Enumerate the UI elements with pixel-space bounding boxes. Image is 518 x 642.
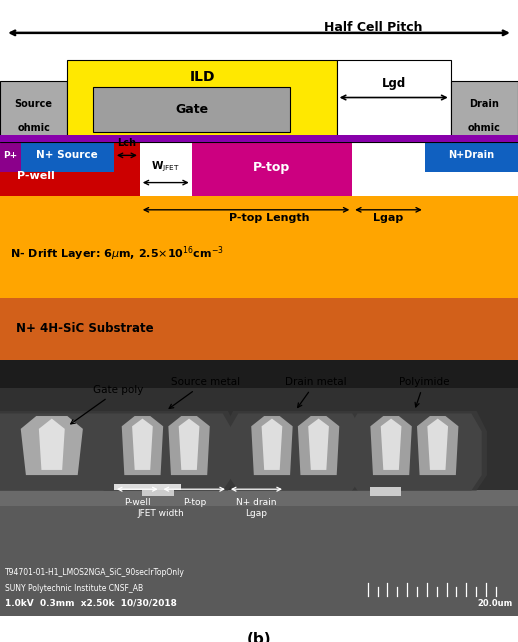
Polygon shape: [21, 416, 83, 475]
Text: P-top Length: P-top Length: [229, 213, 310, 223]
Bar: [0, 80, 67, 142]
Bar: [0, 196, 518, 299]
Text: P-top: P-top: [253, 160, 291, 174]
Polygon shape: [251, 416, 293, 475]
Polygon shape: [0, 413, 119, 490]
Polygon shape: [93, 411, 238, 490]
Text: Polyimide: Polyimide: [399, 377, 449, 407]
Bar: [21, 138, 114, 172]
Polygon shape: [132, 419, 153, 470]
Text: Drain: Drain: [469, 100, 499, 109]
Text: T94701-01-H1_LMOS2NGA_SiC_90secIrTopOnly: T94701-01-H1_LMOS2NGA_SiC_90secIrTopOnly: [5, 568, 185, 577]
Bar: [114, 484, 181, 490]
Text: Half Cell Pitch: Half Cell Pitch: [324, 21, 422, 34]
Text: ohmic: ohmic: [17, 123, 50, 133]
Bar: [0, 490, 518, 506]
Text: ILD: ILD: [189, 70, 215, 84]
Polygon shape: [98, 413, 233, 490]
Bar: [0, 135, 518, 142]
Text: N+ drain: N+ drain: [236, 498, 277, 507]
Text: P+: P+: [3, 151, 18, 160]
Polygon shape: [168, 416, 210, 475]
Bar: [67, 60, 337, 142]
Polygon shape: [298, 416, 339, 475]
Polygon shape: [179, 419, 199, 470]
Bar: [0, 139, 140, 196]
Polygon shape: [223, 411, 368, 490]
Text: Drain metal: Drain metal: [285, 377, 347, 408]
Text: N- Drift Layer: 6$\mu$m, 2.5$\times$10$^{16}$cm$^{-3}$: N- Drift Layer: 6$\mu$m, 2.5$\times$10$^…: [10, 245, 224, 263]
Text: (b): (b): [247, 632, 271, 642]
Text: W$_{\mathsf{JFET}}$: W$_{\mathsf{JFET}}$: [151, 160, 180, 175]
Polygon shape: [370, 416, 412, 475]
Bar: [337, 135, 451, 142]
Bar: [425, 138, 518, 172]
Text: JFET width: JFET width: [137, 509, 184, 518]
Polygon shape: [0, 411, 124, 490]
Polygon shape: [39, 419, 65, 470]
Text: Source metal: Source metal: [169, 377, 240, 408]
Text: Lgd: Lgd: [382, 78, 406, 91]
Polygon shape: [262, 419, 282, 470]
Bar: [370, 487, 401, 496]
Polygon shape: [381, 419, 401, 470]
Bar: [0, 360, 518, 490]
Polygon shape: [308, 419, 329, 470]
Bar: [142, 487, 174, 496]
Bar: [0, 299, 518, 360]
Text: Lch: Lch: [118, 139, 136, 148]
Text: Lgap: Lgap: [373, 213, 404, 223]
Text: P-well: P-well: [18, 171, 55, 181]
Bar: [0, 501, 518, 616]
Bar: [0, 135, 518, 142]
Text: SUNY Polytechnic Institute CNSF_AB: SUNY Polytechnic Institute CNSF_AB: [5, 584, 143, 593]
Text: 1.0kV  0.3mm  x2.50k  10/30/2018: 1.0kV 0.3mm x2.50k 10/30/2018: [5, 599, 177, 608]
Text: ohmic: ohmic: [468, 123, 501, 133]
Polygon shape: [427, 419, 448, 470]
Text: 20.0um: 20.0um: [478, 599, 513, 608]
Polygon shape: [347, 413, 482, 490]
Bar: [337, 60, 451, 142]
Text: Lgap: Lgap: [246, 509, 267, 518]
Text: P-top: P-top: [183, 498, 206, 507]
Text: Gate poly: Gate poly: [71, 385, 143, 424]
Bar: [451, 80, 518, 142]
Bar: [0, 138, 21, 172]
Text: P-well: P-well: [124, 498, 151, 507]
Polygon shape: [417, 416, 458, 475]
Bar: [93, 87, 290, 132]
Polygon shape: [122, 416, 163, 475]
Bar: [192, 139, 352, 196]
Bar: [0, 388, 518, 490]
Text: N+Drain: N+Drain: [448, 150, 495, 160]
Text: Source: Source: [15, 100, 53, 109]
Text: (a): (a): [247, 379, 271, 394]
Polygon shape: [342, 411, 487, 490]
Text: N+ 4H-SiC Substrate: N+ 4H-SiC Substrate: [16, 322, 153, 335]
Text: N+ Source: N+ Source: [36, 150, 98, 160]
Text: Gate: Gate: [175, 103, 208, 116]
Polygon shape: [228, 413, 363, 490]
